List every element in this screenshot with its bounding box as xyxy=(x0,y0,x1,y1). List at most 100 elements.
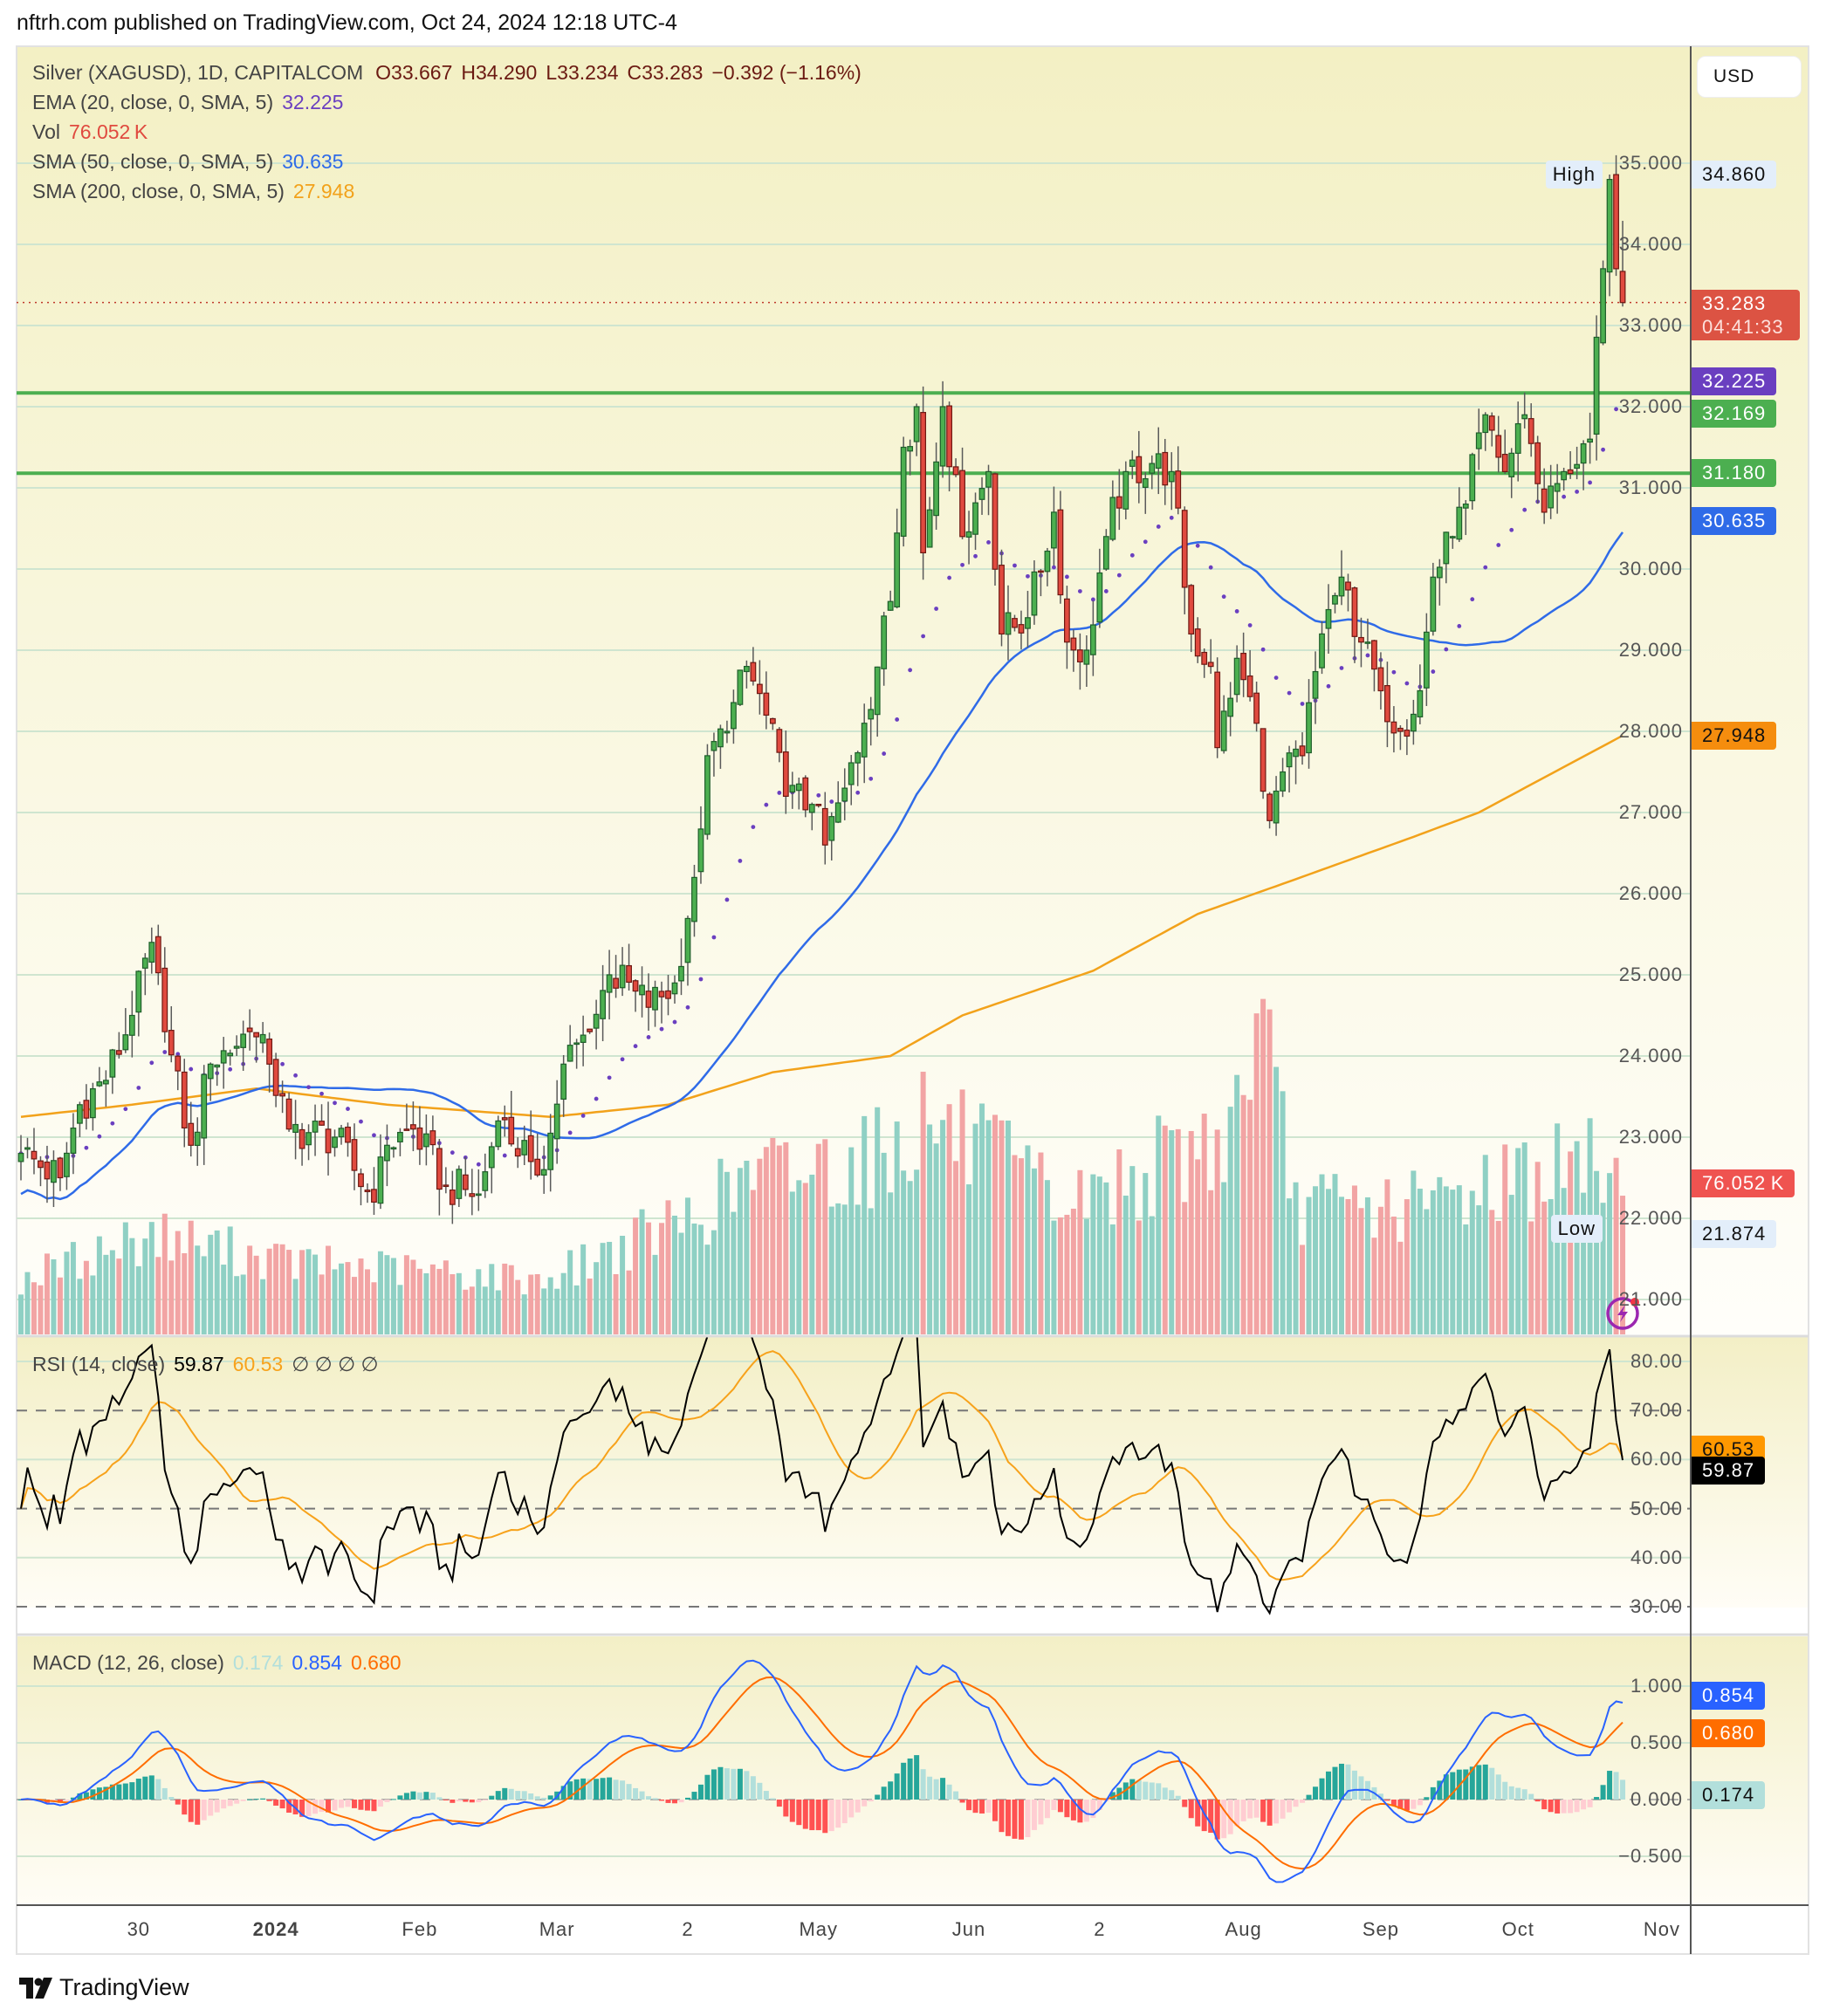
candle-up xyxy=(194,1131,201,1147)
volume-bar xyxy=(1450,1190,1456,1334)
candle-up xyxy=(1580,442,1587,464)
ema20-dot xyxy=(711,935,717,940)
volume-bar xyxy=(90,1275,96,1334)
ema20-dot xyxy=(123,1107,128,1112)
volume-bar xyxy=(221,1265,227,1334)
symbol-legend[interactable]: Silver (XAGUSD), 1D, CAPITALCOM O33.667 H3… xyxy=(32,61,870,85)
candle-up xyxy=(1423,631,1430,689)
macd-histogram-bar xyxy=(495,1791,501,1800)
tradingview-logo[interactable]: TradingView xyxy=(19,1974,189,2001)
macd-histogram-bar xyxy=(502,1787,508,1800)
candle-down xyxy=(665,990,671,999)
macd-histogram-bar xyxy=(828,1800,834,1832)
macd-histogram-bar xyxy=(1214,1800,1220,1840)
macd-histogram-bar xyxy=(684,1797,690,1800)
macd-histogram-bar xyxy=(940,1778,946,1800)
rsi-axis-tick: 50.00 xyxy=(1630,1497,1683,1519)
candle-up xyxy=(220,1050,227,1064)
macd-histogram-bar xyxy=(1463,1769,1469,1800)
ema20-dot xyxy=(1339,666,1344,670)
volume-bar xyxy=(868,1208,874,1334)
ema20-dot xyxy=(685,1005,690,1010)
macd-histogram-bar xyxy=(1143,1781,1149,1800)
candle-up xyxy=(122,1034,129,1051)
macd-histogram-bar xyxy=(678,1800,684,1803)
volume-bar xyxy=(495,1290,501,1334)
volume-legend[interactable]: Vol 76.052 K xyxy=(32,120,156,144)
ema20-dot xyxy=(1391,669,1397,675)
candle-up xyxy=(965,531,972,538)
horizontal-levels[interactable] xyxy=(17,301,1691,476)
rsi-legend[interactable]: RSI (14, close) 59.87 60.53 ∅ ∅ ∅ ∅ xyxy=(32,1353,388,1376)
macd-histogram-bar xyxy=(1469,1766,1475,1800)
volume-bar xyxy=(234,1276,240,1334)
macd-histogram-bar xyxy=(1018,1800,1024,1840)
volume-bar xyxy=(933,1143,939,1334)
volume-bar xyxy=(626,1270,632,1334)
macd-histogram-bar xyxy=(253,1799,259,1800)
vol-label: Vol xyxy=(32,120,60,143)
macd-axis-tick: 0.500 xyxy=(1630,1731,1683,1753)
sma200-legend[interactable]: SMA (200, close, 0, SMA, 5) 27.948 xyxy=(32,180,363,203)
macd-histogram-bar xyxy=(339,1800,345,1808)
price-axis-tick: 21.000 xyxy=(1618,1288,1683,1310)
ema-legend[interactable]: EMA (20, close, 0, SMA, 5) 32.225 xyxy=(32,91,352,114)
candle-up xyxy=(1142,477,1149,489)
currency-button[interactable]: USD xyxy=(1697,56,1802,98)
rsi-value-tag[interactable]: 59.87 xyxy=(1692,1457,1766,1485)
volume-bar xyxy=(1319,1174,1325,1334)
sma200-price-tag[interactable]: 27.948 xyxy=(1692,721,1777,750)
macd-histogram-bar xyxy=(1345,1764,1351,1800)
candle-up xyxy=(233,1046,240,1049)
macd-histogram-bar xyxy=(175,1800,181,1805)
volume-bar xyxy=(665,1200,671,1334)
macd-histogram-bar xyxy=(1293,1800,1299,1807)
macd-hist-tag[interactable]: 0.174 xyxy=(1692,1781,1766,1810)
time-axis-label: Oct xyxy=(1501,1918,1534,1940)
volume-bar xyxy=(1090,1174,1096,1334)
macd-histogram-bar xyxy=(1555,1800,1561,1814)
price-axis-tick: 28.000 xyxy=(1618,720,1683,742)
ema-price-tag[interactable]: 32.225 xyxy=(1692,367,1777,396)
volume-bar xyxy=(240,1274,246,1334)
tradingview-logo-text: TradingView xyxy=(59,1974,189,2000)
sma50-price-tag[interactable]: 30.635 xyxy=(1692,506,1777,535)
lightning-icon[interactable] xyxy=(1606,1297,1639,1330)
volume-tag[interactable]: 76.052 K xyxy=(1692,1169,1795,1197)
macd-histogram-bar xyxy=(103,1786,109,1800)
candle-down xyxy=(1567,469,1574,475)
candle-up xyxy=(1109,497,1116,540)
ema20-dot xyxy=(1562,494,1567,499)
macd-histogram-bar xyxy=(305,1800,312,1816)
macd-histogram-bar xyxy=(397,1795,403,1800)
volume-bar xyxy=(168,1260,175,1334)
sma50-legend[interactable]: SMA (50, close, 0, SMA, 5) 30.635 xyxy=(32,150,352,174)
macd-histogram-bar xyxy=(587,1779,593,1800)
volume-bar xyxy=(1443,1186,1449,1334)
macd-histogram-bar xyxy=(1208,1800,1214,1834)
high-value-tag[interactable]: 34.860 xyxy=(1692,161,1777,189)
volume-bar xyxy=(1607,1173,1613,1334)
candle-up xyxy=(1051,511,1057,549)
volume-bar xyxy=(1528,1221,1534,1334)
candle-up xyxy=(1031,571,1038,616)
macd-histogram-bar xyxy=(364,1800,370,1811)
macd-histogram-bar xyxy=(266,1800,272,1801)
volume-bar xyxy=(770,1137,776,1334)
volume-bar xyxy=(992,1114,999,1334)
macd-value-tag[interactable]: 0.854 xyxy=(1692,1681,1766,1710)
ema20-dot xyxy=(450,1150,455,1155)
candle-up xyxy=(1102,536,1109,570)
candle-down xyxy=(756,683,763,695)
ema20-dot xyxy=(882,751,887,756)
level1-price-tag[interactable]: 32.169 xyxy=(1692,400,1777,429)
macd-signal-tag[interactable]: 0.680 xyxy=(1692,1718,1766,1747)
macd-legend[interactable]: MACD (12, 26, close) 0.174 0.854 0.680 xyxy=(32,1651,410,1675)
low-value-tag[interactable]: 21.874 xyxy=(1692,1219,1777,1248)
candle-up xyxy=(691,876,697,922)
level2-price-tag[interactable]: 31.180 xyxy=(1692,459,1777,488)
last-price-tag[interactable]: 33.283 04:41:33 xyxy=(1692,289,1800,340)
macd-histogram-bar xyxy=(423,1792,429,1800)
macd-histogram-bar xyxy=(639,1791,645,1800)
